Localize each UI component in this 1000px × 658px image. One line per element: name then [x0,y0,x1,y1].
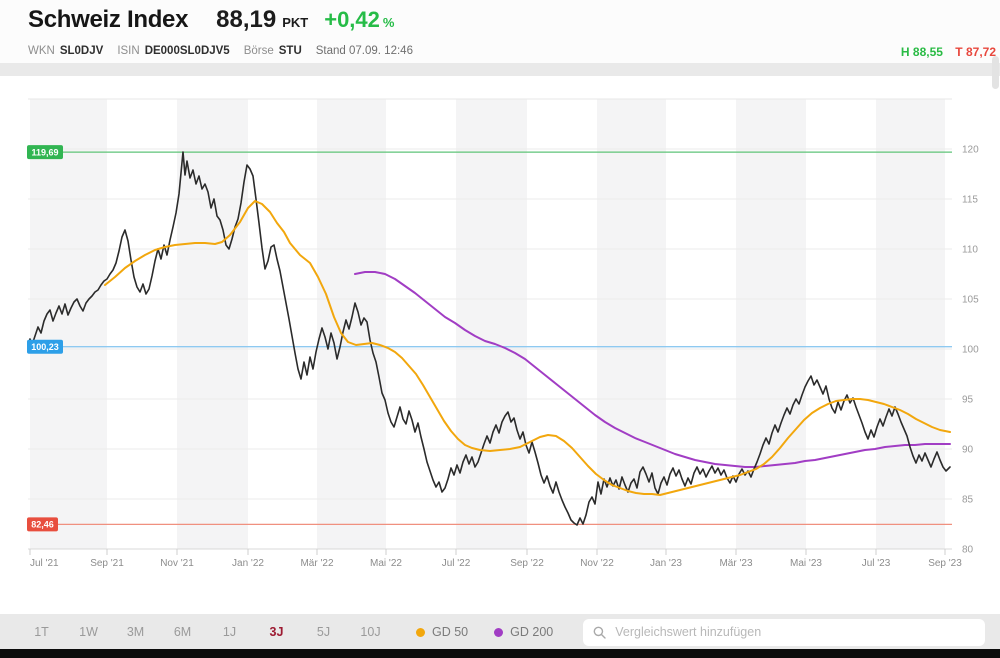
chart-toolbar: 1T 1W 3M 6M 1J 3J 5J 10J GD 50 GD 200 [0,614,1000,650]
reference-badge [27,339,63,354]
x-axis-label: Mär '23 [719,558,752,569]
y-axis-label: 120 [962,145,979,156]
month-band [876,99,945,549]
header: Schweiz Index 88,19 PKT +0,42 % WKN SL0DJ… [0,0,1000,63]
meta-value: STU [278,45,302,57]
x-axis-label: Sep '22 [510,558,544,569]
y-axis-label: 105 [962,295,979,306]
x-axis-label: Jan '23 [650,558,682,569]
period-button-1j[interactable]: 1J [222,625,237,639]
legend-item-gd-50[interactable]: GD 50 [416,625,468,639]
y-axis-label: 80 [962,545,974,556]
month-band [597,99,666,549]
change-value: +0,42 [324,7,380,32]
x-axis-label: Nov '22 [580,558,614,569]
legend: GD 50 GD 200 [416,625,553,639]
y-axis-label: 95 [962,395,974,406]
reference-badge-label: 119,69 [31,147,58,157]
scrollbar-thumb[interactable] [992,56,999,89]
legend-dot [416,627,425,637]
y-axis-label: 90 [962,445,974,456]
meta-row: WKN SL0DJV ISIN DE000SL0DJV5 Börse STU Stand 0… [28,45,413,57]
title-row: Schweiz Index 88,19 PKT +0,42 % [28,6,394,34]
price-unit: PKT [282,15,309,30]
meta-label: ISIN [117,45,140,57]
x-axis-label: Nov '21 [160,558,194,569]
meta-label: Börse [243,45,274,57]
reference-badge-label: 100,23 [31,342,59,352]
day-high: H 88,55 [900,45,943,59]
period-selector: 1T 1W 3M 6M 1J 3J 5J 10J [18,625,394,639]
series-gd-50 [104,200,951,496]
reference-badge [27,517,58,532]
day-low: T 87,72 [955,45,996,59]
x-axis-label: Sep '23 [928,558,962,569]
legend-item-gd-200[interactable]: GD 200 [494,625,553,639]
month-band [317,99,386,549]
meta-label: WKN [28,45,55,57]
compare-search-box[interactable] [583,618,985,646]
reference-badge-label: 82,46 [31,520,54,530]
x-axis-label: Jan '22 [232,558,264,569]
bottom-bar [0,649,1000,658]
reference-badge [27,145,63,160]
y-axis-label: 100 [962,345,979,356]
period-button-3j[interactable]: 3J [269,625,284,639]
period-button-1w[interactable]: 1W [79,625,98,639]
legend-label: GD 200 [510,625,554,639]
x-axis-label: Mai '23 [790,558,822,569]
period-button-5j[interactable]: 5J [316,625,331,639]
change-unit: % [382,15,395,30]
y-axis-label: 110 [962,245,978,256]
y-axis-label: 85 [962,495,974,506]
series-gd-200 [354,271,951,468]
period-button-1t[interactable]: 1T [34,625,49,639]
series-schweiz-index [27,151,951,526]
x-axis-label: Jul '21 [30,558,59,569]
x-axis-label: Jul '23 [862,558,891,569]
price-chart[interactable]: 119,69 100,23 82,46 120 115 110 105 100 95 90 85 80… [0,0,1000,614]
month-band [456,99,527,549]
compare-search-input[interactable] [613,624,975,640]
period-button-3m[interactable]: 3M [126,625,145,639]
legend-label: GD 50 [432,625,469,639]
period-button-6m[interactable]: 6M [173,625,192,639]
month-band [30,99,107,549]
search-icon [593,626,606,639]
month-band [736,99,806,549]
high-low-row: H 88,55 T 87,72 [901,45,996,59]
meta-value: DE000SL0DJV5 [144,45,230,57]
page-title: Schweiz Index [28,6,189,33]
header-divider [0,63,1000,76]
quote-timestamp: Stand 07.09. 12:46 [315,45,413,57]
x-axis-label: Mai '22 [370,558,402,569]
period-button-10j[interactable]: 10J [360,625,381,639]
x-axis-label: Jul '22 [442,558,471,569]
legend-dot [494,627,504,637]
current-price: 88,19 [216,6,277,33]
y-axis-label: 115 [962,195,978,206]
meta-value: SL0DJV [59,45,104,57]
x-axis-label: Mär '22 [300,558,333,569]
x-axis-label: Sep '21 [90,558,124,569]
